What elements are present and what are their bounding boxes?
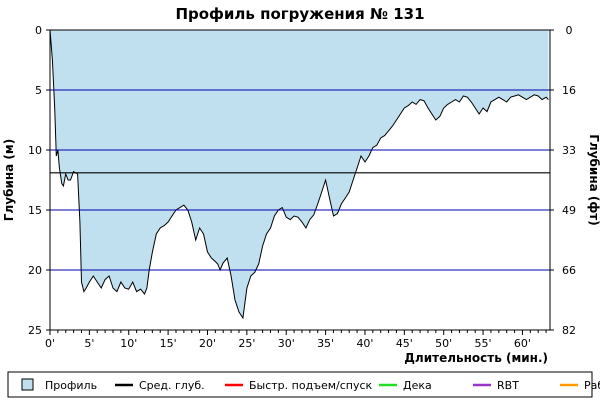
x-axis-label: Длительность (мин.)	[404, 351, 548, 365]
y-tick-label-right: 66	[562, 264, 576, 277]
profile-area	[50, 30, 549, 318]
y-tick-label-left: 0	[35, 24, 42, 37]
x-tick-label: 10'	[120, 337, 137, 350]
chart-title: Профиль погружения № 131	[175, 5, 424, 23]
y-tick-label-left: 20	[28, 264, 42, 277]
y-tick-label-left: 10	[28, 144, 42, 157]
legend-label: Быстр. подъем/спуск	[249, 379, 373, 392]
legend-label: Дека	[403, 379, 432, 392]
legend: Профиль Сред. глуб. Быстр. подъем/спуск Дек…	[7, 371, 600, 398]
x-tick-label: 30'	[278, 337, 295, 350]
x-tick-label: 50'	[435, 337, 452, 350]
y-axis-label-right: Глубина (фт)	[587, 134, 600, 225]
y-tick-label-right: 16	[562, 84, 576, 97]
x-tick-label: 5'	[84, 337, 94, 350]
y-tick-label-right: 49	[562, 204, 576, 217]
x-tick-label: 35'	[317, 337, 334, 350]
legend-swatch-profile	[21, 378, 34, 391]
legend-label: Сред. глуб.	[139, 379, 205, 392]
legend-box	[7, 371, 593, 398]
x-tick-label: 25'	[238, 337, 255, 350]
plot-area: 0 5 10 15 20 25 0 16 33 49 66 82 0' 5' 10' 15' 20' 25' 30'…	[28, 24, 576, 350]
legend-label: RBT	[497, 379, 519, 392]
x-tick-label: 0'	[45, 337, 55, 350]
profile-line	[49, 29, 549, 320]
x-tick-label: 40'	[356, 337, 373, 350]
plot-frame	[49, 29, 551, 331]
y-tick-label-left: 25	[28, 324, 42, 337]
x-tick-label: 15'	[160, 337, 177, 350]
legend-label: Раб.	[584, 379, 600, 392]
x-tick-label: 60'	[514, 337, 531, 350]
y-tick-label-left: 15	[28, 204, 42, 217]
y-tick-label-right: 0	[566, 24, 573, 37]
y-axis-label-left: Глубина (м)	[2, 139, 16, 221]
x-tick-label: 45'	[396, 337, 413, 350]
y-tick-label-right: 33	[562, 144, 576, 157]
x-tick-label: 20'	[199, 337, 216, 350]
y-tick-label-left: 5	[35, 84, 42, 97]
legend-label: Профиль	[45, 379, 97, 392]
x-tick-label: 55'	[475, 337, 492, 350]
y-tick-label-right: 82	[562, 324, 576, 337]
